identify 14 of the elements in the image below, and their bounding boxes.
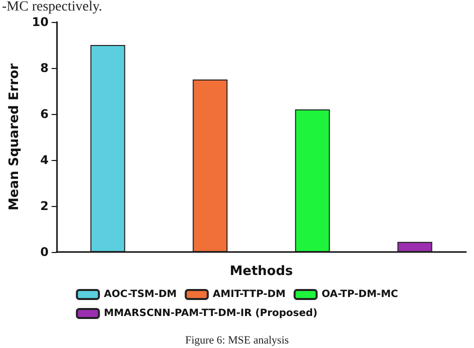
legend-label: AOC-TSM-DM (104, 289, 177, 300)
legend-label: MMARSCNN-PAM-TT-DM-IR (Proposed) (104, 308, 318, 319)
y-axis-title: Mean Squared Error (7, 62, 22, 211)
y-tick-label: 2 (40, 199, 49, 213)
legend-label: AMIT-TTP-DM (212, 289, 286, 300)
y-tick-label: 0 (40, 245, 49, 259)
x-axis-title: Methods (230, 264, 294, 279)
text: -MC respectively. (2, 0, 102, 14)
legend-label: OA-TP-DM-MC (322, 289, 398, 300)
y-tick-label: 6 (40, 107, 49, 121)
y-tick-label: 10 (32, 15, 49, 29)
caption: Figure 6: MSE analysis (185, 334, 289, 346)
y-tick-label: 8 (40, 61, 49, 75)
y-tick-label: 4 (40, 153, 49, 167)
